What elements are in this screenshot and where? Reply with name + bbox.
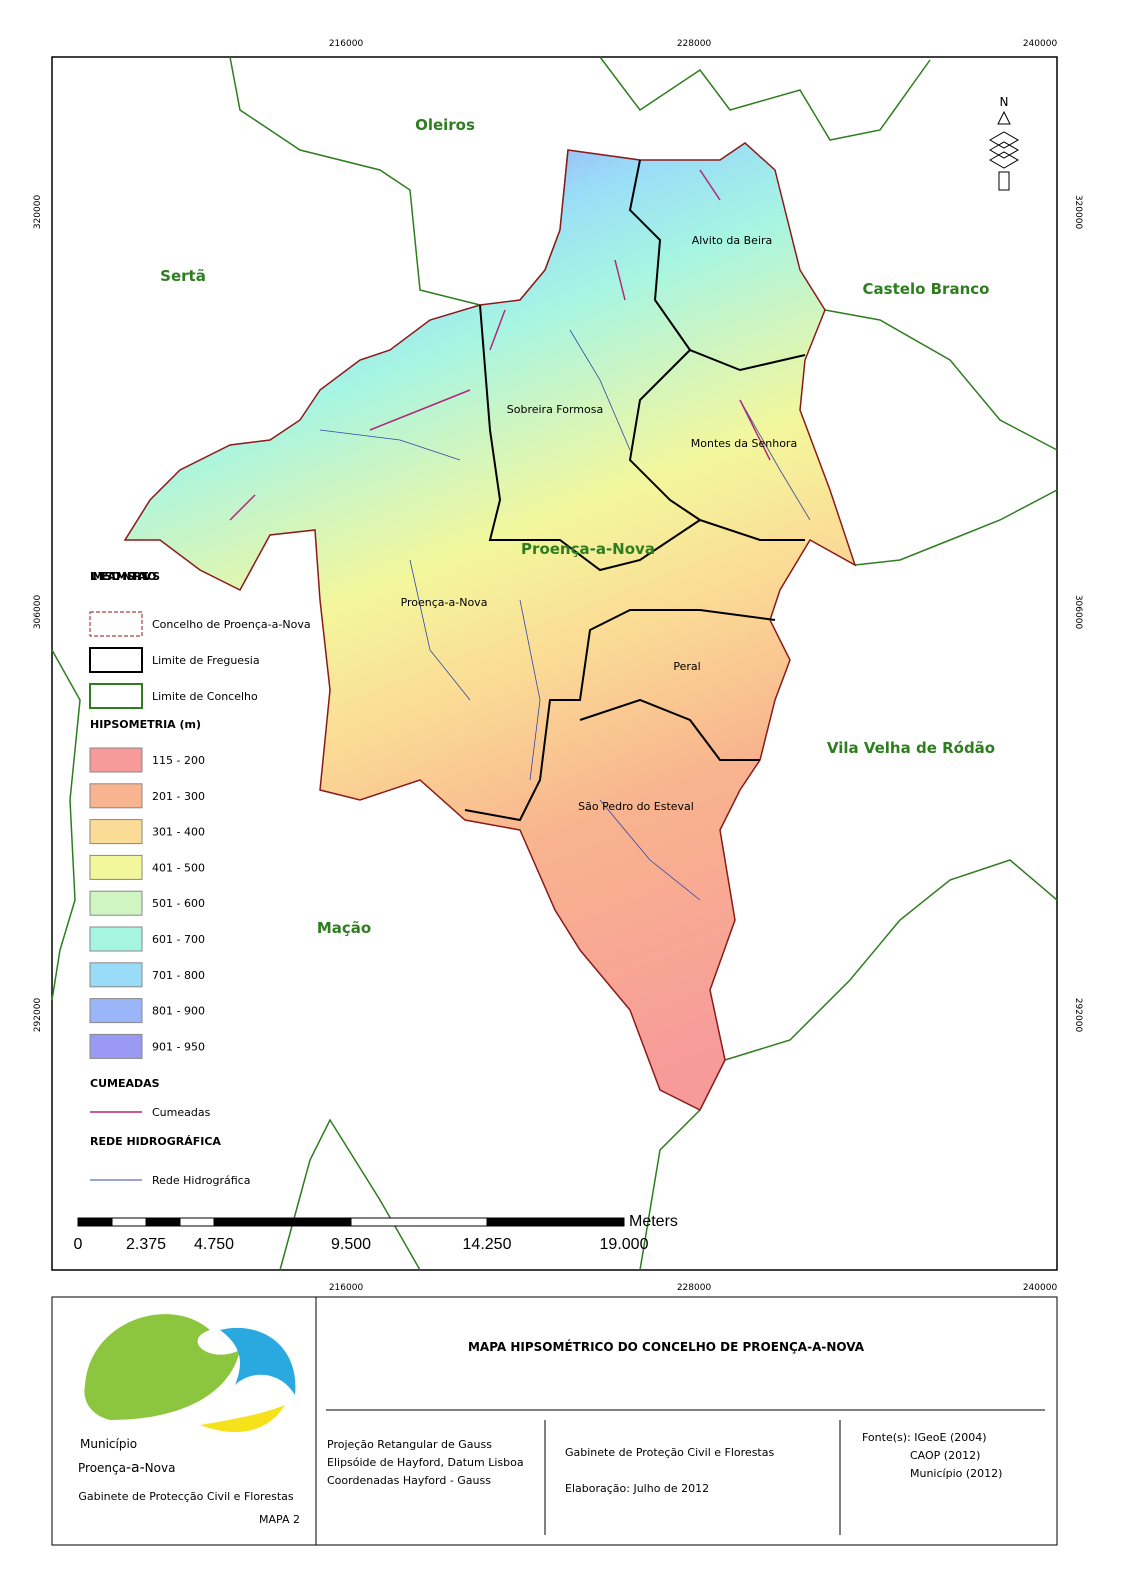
scale-label: 19.000 bbox=[600, 1236, 649, 1253]
parish-label: Sobreira Formosa bbox=[507, 403, 603, 416]
parish-label: São Pedro do Esteval bbox=[578, 800, 694, 813]
neighbor-label: Mação bbox=[317, 919, 371, 937]
scale-bar: 0 2.375 4.750 9.500 14.250 19.000 Meters bbox=[74, 1213, 678, 1253]
rivers bbox=[319, 329, 811, 901]
legend-swatch bbox=[89, 683, 143, 709]
x-grid-label: 240000 bbox=[1023, 1283, 1058, 1293]
scale-label: 9.500 bbox=[331, 1236, 371, 1253]
legend-swatch bbox=[89, 926, 143, 952]
legend-label: 901 - 950 bbox=[152, 1040, 205, 1053]
neighbor-label: Castelo Branco bbox=[863, 280, 990, 298]
place-labels: Oleiros Sertã Castelo Branco Vila Velha de … bbox=[160, 116, 995, 937]
legend-label: 801 - 900 bbox=[152, 1005, 205, 1018]
scale-segment bbox=[77, 1217, 113, 1227]
source: Município (2012) bbox=[910, 1467, 1002, 1480]
parish-label: Peral bbox=[673, 660, 700, 673]
legend-label: Limite de Concelho bbox=[152, 690, 258, 703]
north-symbol bbox=[988, 110, 1020, 191]
scale-segment bbox=[179, 1217, 215, 1227]
legend-label: 301 - 400 bbox=[152, 826, 205, 839]
projection: Projeção Retangular de Gauss bbox=[327, 1438, 492, 1451]
scale-segment bbox=[145, 1217, 181, 1227]
y-grid-label: 306000 bbox=[1073, 595, 1083, 630]
legend-swatch bbox=[89, 998, 143, 1024]
legend-swatch bbox=[89, 611, 143, 637]
legend-swatch bbox=[89, 962, 143, 988]
legend-label: 601 - 700 bbox=[152, 933, 205, 946]
parish-label: Alvito da Beira bbox=[692, 234, 773, 247]
projection: Coordenadas Hayford - Gauss bbox=[327, 1474, 491, 1487]
y-grid-label: 292000 bbox=[33, 998, 43, 1033]
logo-office: Gabinete de Protecção Civil e Florestas bbox=[78, 1490, 294, 1503]
county-area bbox=[123, 142, 857, 1112]
ridges bbox=[229, 169, 771, 521]
legend-label: Limite de Freguesia bbox=[152, 654, 260, 667]
legend-title: CUMEADAS bbox=[90, 1077, 160, 1090]
parish-label: Proença-a-Nova bbox=[401, 596, 488, 609]
scale-segment bbox=[350, 1217, 488, 1227]
map-number: MAPA 2 bbox=[259, 1513, 300, 1526]
logo-text: Proença bbox=[78, 1461, 126, 1475]
scale-segment bbox=[111, 1217, 147, 1227]
x-grid-label: 216000 bbox=[329, 39, 364, 49]
neighbor-label: Oleiros bbox=[415, 116, 475, 134]
legend-label: 201 - 300 bbox=[152, 790, 205, 803]
logo-text: Proença-a-Nova bbox=[78, 1460, 175, 1476]
county-label: Proença-a-Nova bbox=[521, 540, 655, 558]
legend-label: Rede Hidrográfica bbox=[152, 1174, 250, 1187]
grid-labels: 216000 216000 228000 228000 240000 240000 3200… bbox=[33, 39, 1083, 1293]
legend: LIMITES ADMINISTRATIVOS Concelho de Proen… bbox=[89, 570, 311, 1187]
date: Elaboração: Julho de 2012 bbox=[565, 1482, 709, 1495]
map-title: MAPA HIPSOMÉTRICO DO CONCELHO DE PROENÇA… bbox=[468, 1339, 865, 1354]
legend-swatch bbox=[89, 819, 143, 845]
legend-title: LIMITES ADMINISTRATIVOS bbox=[90, 570, 160, 583]
legend-label: 115 - 200 bbox=[152, 754, 205, 767]
scale-label: 14.250 bbox=[463, 1236, 512, 1253]
legend-label: Concelho de Proença-a-Nova bbox=[152, 618, 311, 631]
y-grid-label: 320000 bbox=[1073, 195, 1083, 230]
logo bbox=[84, 1314, 296, 1433]
parish-borders bbox=[464, 159, 806, 822]
scale-segment bbox=[486, 1217, 625, 1227]
legend-swatch bbox=[89, 647, 143, 673]
scale-segment bbox=[213, 1217, 352, 1227]
footer-frame bbox=[51, 1296, 1058, 1546]
x-grid-label: 228000 bbox=[677, 1283, 712, 1293]
office: Gabinete de Proteção Civil e Florestas bbox=[565, 1446, 774, 1459]
legend-swatch bbox=[89, 1033, 143, 1059]
north-arrow: N bbox=[1000, 95, 1009, 109]
logo-text: Nova bbox=[145, 1461, 176, 1475]
logo-text: Município bbox=[80, 1437, 137, 1451]
y-grid-label: 320000 bbox=[33, 195, 43, 230]
neighbor-label: Sertã bbox=[160, 267, 206, 285]
legend-swatch bbox=[89, 854, 143, 880]
scale-label: 0 bbox=[74, 1236, 83, 1253]
x-grid-label: 216000 bbox=[329, 1283, 364, 1293]
x-grid-label: 240000 bbox=[1023, 39, 1058, 49]
scale-label: 4.750 bbox=[194, 1236, 234, 1253]
y-grid-label: 292000 bbox=[1073, 998, 1083, 1033]
y-grid-label: 306000 bbox=[33, 595, 43, 630]
x-grid-label: 228000 bbox=[677, 39, 712, 49]
scale-unit: Meters bbox=[629, 1213, 678, 1230]
legend-swatch bbox=[89, 783, 143, 809]
legend-label: 401 - 500 bbox=[152, 861, 205, 874]
legend-swatch bbox=[89, 747, 143, 773]
scale-label: 2.375 bbox=[126, 1236, 166, 1253]
legend-title: REDE HIDROGRÁFICA bbox=[90, 1135, 221, 1148]
legend-swatch bbox=[89, 890, 143, 916]
parish-label: Montes da Senhora bbox=[691, 437, 797, 450]
logo-text: -a- bbox=[126, 1460, 145, 1476]
legend-label: Cumeadas bbox=[152, 1106, 211, 1119]
legend-label: 501 - 600 bbox=[152, 897, 205, 910]
neighbor-label: Vila Velha de Ródão bbox=[827, 739, 995, 757]
source: CAOP (2012) bbox=[910, 1449, 980, 1462]
source: Fonte(s): IGeoE (2004) bbox=[862, 1431, 987, 1444]
legend-title: HIPSOMETRIA (m) bbox=[90, 718, 201, 731]
projection: Elipsóide de Hayford, Datum Lisboa bbox=[327, 1456, 524, 1469]
legend-label: 701 - 800 bbox=[152, 969, 205, 982]
